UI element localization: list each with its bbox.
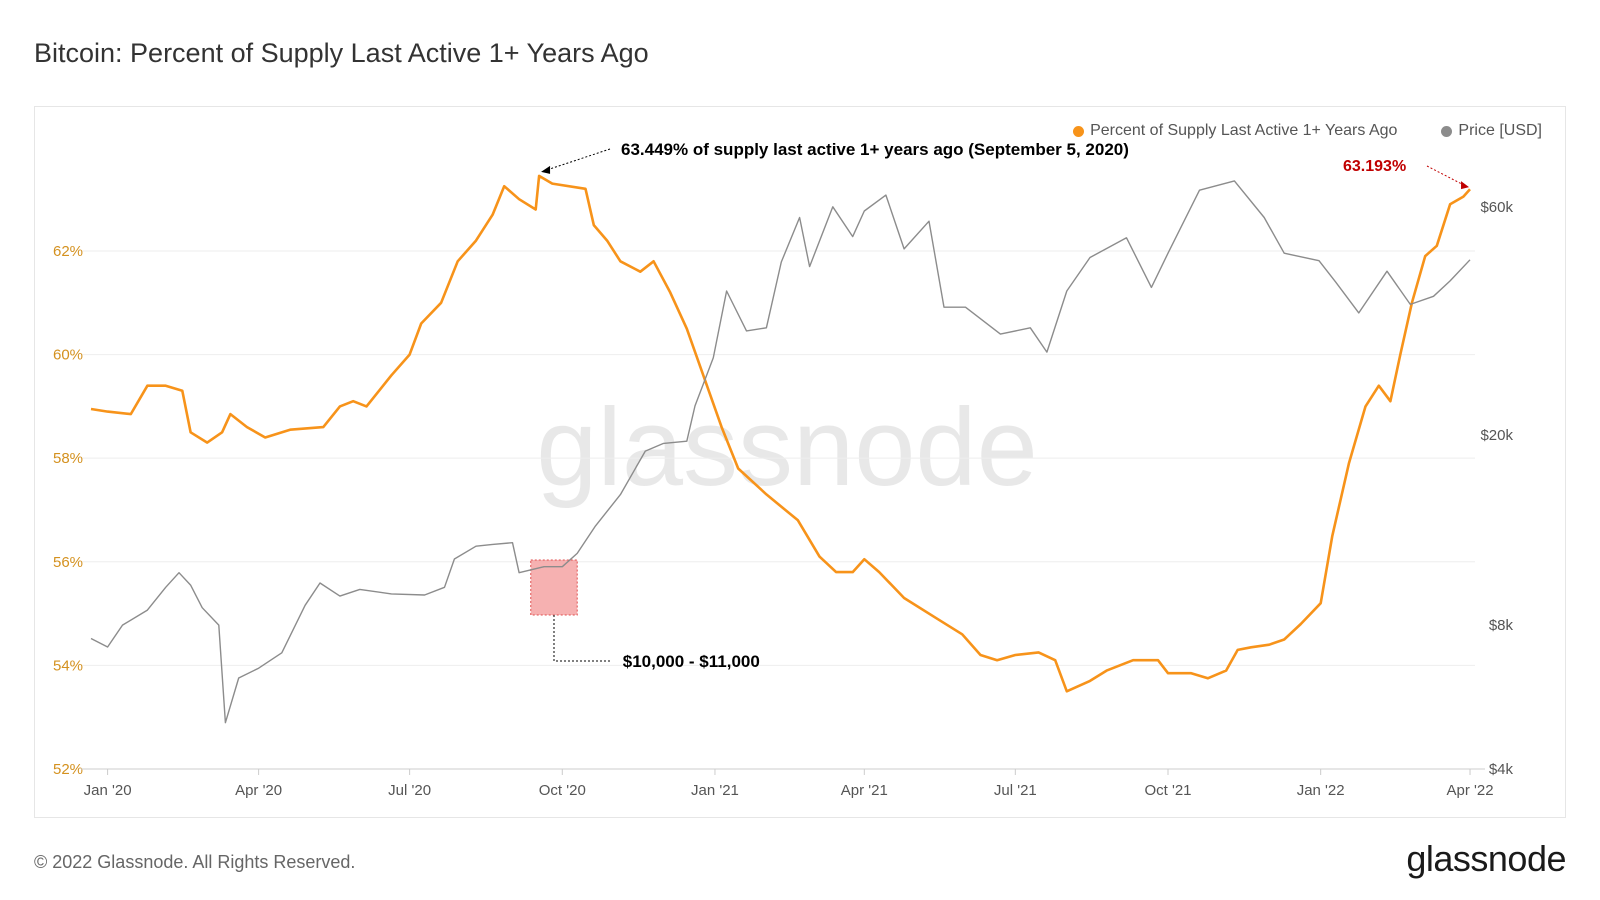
y-left-tick-label: 54% xyxy=(53,657,83,674)
series-line-price xyxy=(90,180,1471,724)
watermark-text: glassnode xyxy=(536,386,1038,509)
x-tick-label: Jan '22 xyxy=(1297,782,1345,799)
y-right-tick-label: $20k xyxy=(1480,427,1513,444)
legend-item-supply[interactable]: Percent of Supply Last Active 1+ Years A… xyxy=(1073,122,1397,140)
current-callout-line xyxy=(1426,165,1465,186)
chart-svg: glassnode 52% 54% 56% 58% 60% 62% $4k $8k $20k $6… xyxy=(53,140,1514,799)
legend-label-price: Price [USD] xyxy=(1458,122,1542,139)
peak-callout-line xyxy=(546,148,611,171)
copyright-text: © 2022 Glassnode. All Rights Reserved. xyxy=(34,852,356,872)
legend-dot-supply-icon xyxy=(1073,125,1085,137)
peak-callout-label: 63.449% of supply last active 1+ years a… xyxy=(621,140,1129,159)
series-line-supply xyxy=(90,174,1471,693)
y-left-tick-label: 62% xyxy=(53,243,83,260)
y-left-tick-label: 52% xyxy=(53,761,83,778)
page-title: Bitcoin: Percent of Supply Last Active 1… xyxy=(34,38,649,68)
current-callout-label: 63.193% xyxy=(1343,158,1406,175)
price-range-connector xyxy=(553,614,611,662)
legend-item-price[interactable]: Price [USD] xyxy=(1441,122,1542,140)
y-right-tick-label: $8k xyxy=(1489,617,1514,634)
x-tick-label: Jul '21 xyxy=(994,782,1037,799)
chart-legend: Percent of Supply Last Active 1+ Years A… xyxy=(1073,122,1542,140)
peak-callout-arrow-icon xyxy=(541,165,551,174)
x-tick-label: Jan '20 xyxy=(84,782,132,799)
y-left-tick-label: 60% xyxy=(53,347,83,364)
price-range-highlight-box xyxy=(530,559,578,616)
glassnode-logo[interactable]: glassnode xyxy=(1406,838,1566,879)
y-right-tick-label: $60k xyxy=(1480,199,1513,216)
x-tick-label: Jul '20 xyxy=(388,782,431,799)
chart-frame: glassnode 52% 54% 56% 58% 60% 62% $4k $8k $20k $6… xyxy=(34,106,1566,818)
x-tick-label: Apr '21 xyxy=(841,782,888,799)
x-tick-label: Oct '20 xyxy=(539,782,586,799)
x-tick-label: Oct '21 xyxy=(1144,782,1191,799)
y-left-tick-label: 58% xyxy=(53,450,83,467)
y-right-tick-label: $4k xyxy=(1489,761,1514,778)
price-range-label: $10,000 - $11,000 xyxy=(623,652,760,671)
x-tick-label: Apr '22 xyxy=(1446,782,1493,799)
y-left-tick-label: 56% xyxy=(53,554,83,571)
x-tick-label: Apr '20 xyxy=(235,782,282,799)
current-callout-arrow-icon xyxy=(1461,181,1470,190)
legend-label-supply: Percent of Supply Last Active 1+ Years A… xyxy=(1090,122,1398,139)
x-tick-label: Jan '21 xyxy=(691,782,739,799)
legend-dot-price-icon xyxy=(1441,125,1453,137)
